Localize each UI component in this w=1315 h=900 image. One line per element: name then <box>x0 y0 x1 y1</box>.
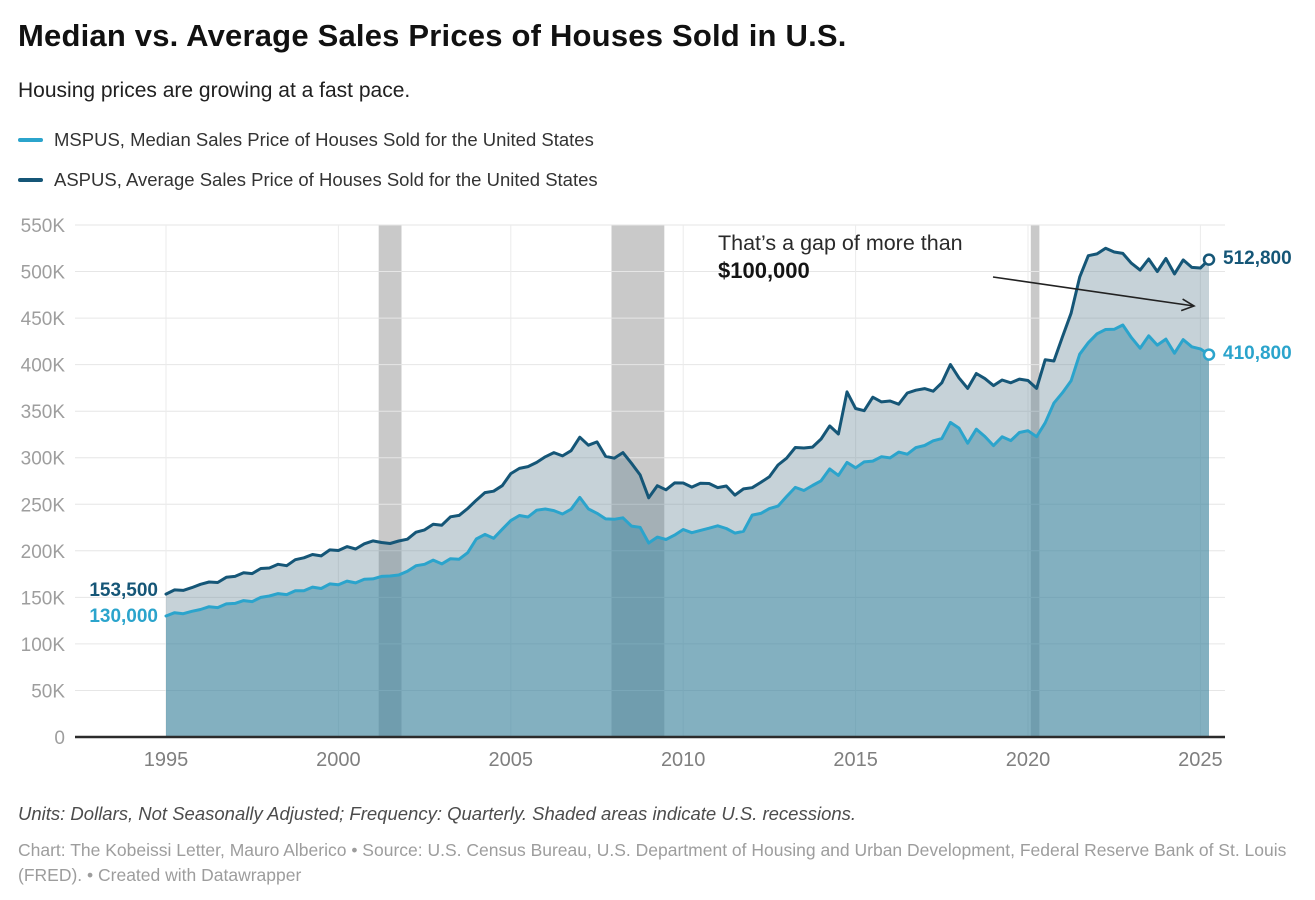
mspus-line-swatch-icon <box>18 138 43 142</box>
svg-text:2005: 2005 <box>489 749 534 771</box>
end-dot-mspus <box>1202 348 1216 361</box>
svg-text:1995: 1995 <box>144 749 189 771</box>
value-label-end-average: 512,800 <box>1223 248 1292 269</box>
value-label-start-average: 153,500 <box>89 580 158 601</box>
chart-notes: Units: Dollars, Not Seasonally Adjusted;… <box>18 803 857 824</box>
gap-annotation-arrow-icon <box>992 276 1196 312</box>
value-label-start-median: 130,000 <box>89 606 158 627</box>
svg-text:500K: 500K <box>21 263 66 284</box>
page-subtitle: Housing prices are growing at a fast pac… <box>18 79 411 102</box>
svg-text:400K: 400K <box>21 356 66 377</box>
svg-text:250K: 250K <box>21 495 66 516</box>
legend-item-aspus: ASPUS, Average Sales Price of Houses Sol… <box>18 168 598 192</box>
svg-text:300K: 300K <box>21 449 66 470</box>
svg-text:100K: 100K <box>21 635 66 656</box>
gap-annotation-line2: $100,000 <box>718 257 810 283</box>
svg-text:550K: 550K <box>21 216 66 237</box>
svg-text:2020: 2020 <box>1006 749 1051 771</box>
recession-bands <box>378 225 1040 737</box>
svg-text:2010: 2010 <box>661 749 706 771</box>
legend-item-mspus: MSPUS, Median Sales Price of Houses Sold… <box>18 128 594 152</box>
gap-annotation: That’s a gap of more than $100,000 <box>718 230 963 284</box>
gap-annotation-line1: That’s a gap of more than <box>718 231 963 255</box>
svg-text:2000: 2000 <box>316 749 361 771</box>
svg-text:450K: 450K <box>21 309 66 330</box>
y-axis-tick-labels: 0 50K 100K 150K 200K 250K 300K 350K 400K 450K 500K… <box>21 216 66 749</box>
svg-text:0: 0 <box>54 728 65 749</box>
series-line-mspus <box>164 323 1211 618</box>
svg-text:150K: 150K <box>21 588 66 609</box>
aspus-line-swatch-icon <box>18 178 43 182</box>
series-line-aspus <box>164 246 1211 596</box>
legend-label-mspus: MSPUS, Median Sales Price of Houses Sold… <box>54 129 594 150</box>
legend-label-aspus: ASPUS, Average Sales Price of Houses Sol… <box>54 169 598 190</box>
x-axis-tick-labels: 1995 2000 2005 2010 2015 2020 2025 <box>144 749 1223 771</box>
gridlines <box>75 224 1225 737</box>
svg-text:200K: 200K <box>21 542 66 563</box>
svg-text:2015: 2015 <box>833 749 878 771</box>
end-dot-aspus <box>1202 253 1216 266</box>
svg-text:2025: 2025 <box>1178 749 1223 771</box>
svg-text:50K: 50K <box>31 682 65 703</box>
svg-text:350K: 350K <box>21 402 66 423</box>
chart-byline: Chart: The Kobeissi Letter, Mauro Alberi… <box>18 840 1287 885</box>
value-label-end-median: 410,800 <box>1223 343 1292 364</box>
page-title: Median vs. Average Sales Prices of House… <box>18 18 847 53</box>
